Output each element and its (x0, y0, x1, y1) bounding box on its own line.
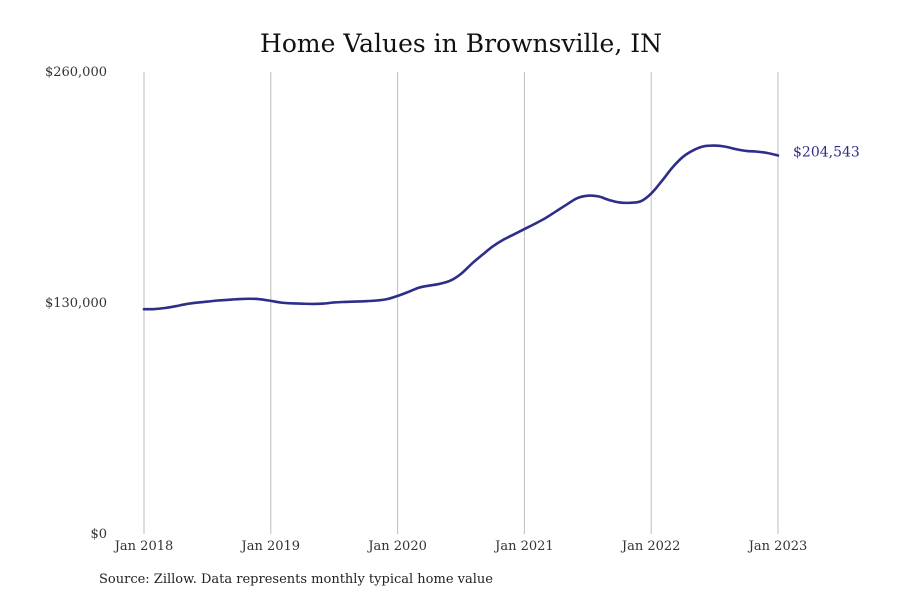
end-value-label: $204,543 (793, 145, 860, 161)
y-tick-label: $0 (90, 527, 107, 542)
source-note: Source: Zillow. Data represents monthly … (99, 572, 493, 587)
x-tick-label: Jan 2020 (366, 539, 427, 554)
y-tick-label: $130,000 (45, 296, 107, 311)
y-axis-ticks: $0 $130,000 $260,000 (45, 65, 107, 542)
x-tick-label: Jan 2019 (240, 539, 301, 554)
x-axis-ticks: Jan 2018 Jan 2019 Jan 2020 Jan 2021 Jan 2022… (113, 539, 808, 554)
grid-lines (143, 72, 779, 534)
chart-title: Home Values in Brownsville, IN (260, 29, 662, 58)
x-tick-label: Jan 2023 (747, 539, 808, 554)
x-tick-label: Jan 2021 (493, 539, 554, 554)
x-tick-label: Jan 2018 (113, 539, 174, 554)
home-value-series-line (142, 144, 780, 311)
y-tick-label: $260,000 (45, 65, 107, 80)
x-tick-label: Jan 2022 (620, 539, 681, 554)
